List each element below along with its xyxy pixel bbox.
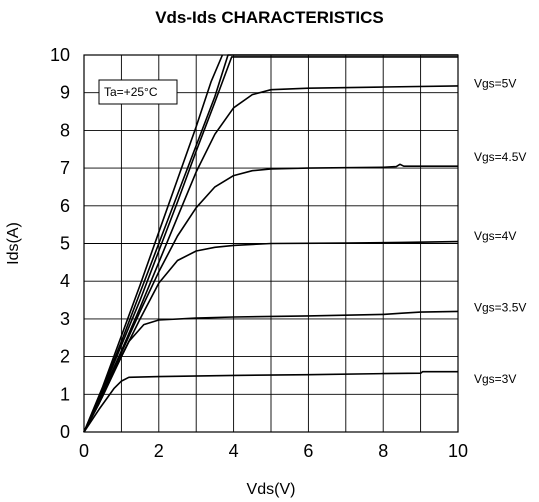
chart-title: Vds-Ids CHARACTERISTICS bbox=[155, 8, 384, 27]
x-tick-label: 2 bbox=[154, 441, 164, 461]
annotation-text: Ta=+25°C bbox=[104, 85, 158, 99]
x-tick-label: 10 bbox=[448, 441, 468, 461]
y-tick-label: 7 bbox=[60, 158, 70, 178]
y-tick-label: 1 bbox=[60, 384, 70, 404]
y-tick-label: 0 bbox=[60, 422, 70, 442]
series-curve bbox=[83, 240, 459, 433]
plot-frame bbox=[83, 54, 459, 433]
x-axis-ticks: 0 2 4 6 8 10 bbox=[79, 441, 468, 461]
grid bbox=[84, 55, 458, 432]
series-curve bbox=[83, 54, 458, 433]
y-tick-label: 6 bbox=[60, 196, 70, 216]
y-tick-label: 9 bbox=[60, 83, 70, 103]
y-tick-label: 4 bbox=[60, 271, 70, 291]
series-label: Vgs=3V bbox=[474, 372, 516, 386]
x-tick-label: 8 bbox=[378, 441, 388, 461]
annotation-box bbox=[98, 79, 178, 105]
series-label: Vgs=4V bbox=[474, 229, 516, 243]
series-curve bbox=[83, 56, 458, 433]
y-tick-label: 2 bbox=[60, 347, 70, 367]
y-axis-label: Ids(A) bbox=[5, 222, 22, 265]
temperature-annotation: Ta=+25°C bbox=[98, 79, 178, 105]
series-curve bbox=[83, 163, 458, 433]
x-tick-label: 4 bbox=[229, 441, 239, 461]
series-curve bbox=[83, 54, 224, 433]
y-tick-label: 3 bbox=[60, 309, 70, 329]
series-label: Vgs=3.5V bbox=[474, 301, 526, 315]
y-tick-label: 5 bbox=[60, 234, 70, 254]
x-tick-label: 0 bbox=[79, 441, 89, 461]
x-tick-label: 6 bbox=[303, 441, 313, 461]
series-label: Vgs=4.5V bbox=[474, 150, 526, 164]
y-tick-label: 8 bbox=[60, 120, 70, 140]
series-labels: Vgs=3V Vgs=3.5V Vgs=4V Vgs=4.5V Vgs=5V bbox=[474, 76, 526, 386]
y-tick-label: 10 bbox=[50, 45, 70, 65]
curves bbox=[83, 54, 459, 433]
series-curve bbox=[83, 370, 458, 433]
y-axis-ticks: 0 1 2 3 4 5 6 7 8 9 10 bbox=[50, 45, 70, 442]
series-label: Vgs=5V bbox=[474, 76, 516, 90]
series-curve bbox=[83, 85, 459, 433]
x-axis-label: Vds(V) bbox=[247, 481, 296, 498]
